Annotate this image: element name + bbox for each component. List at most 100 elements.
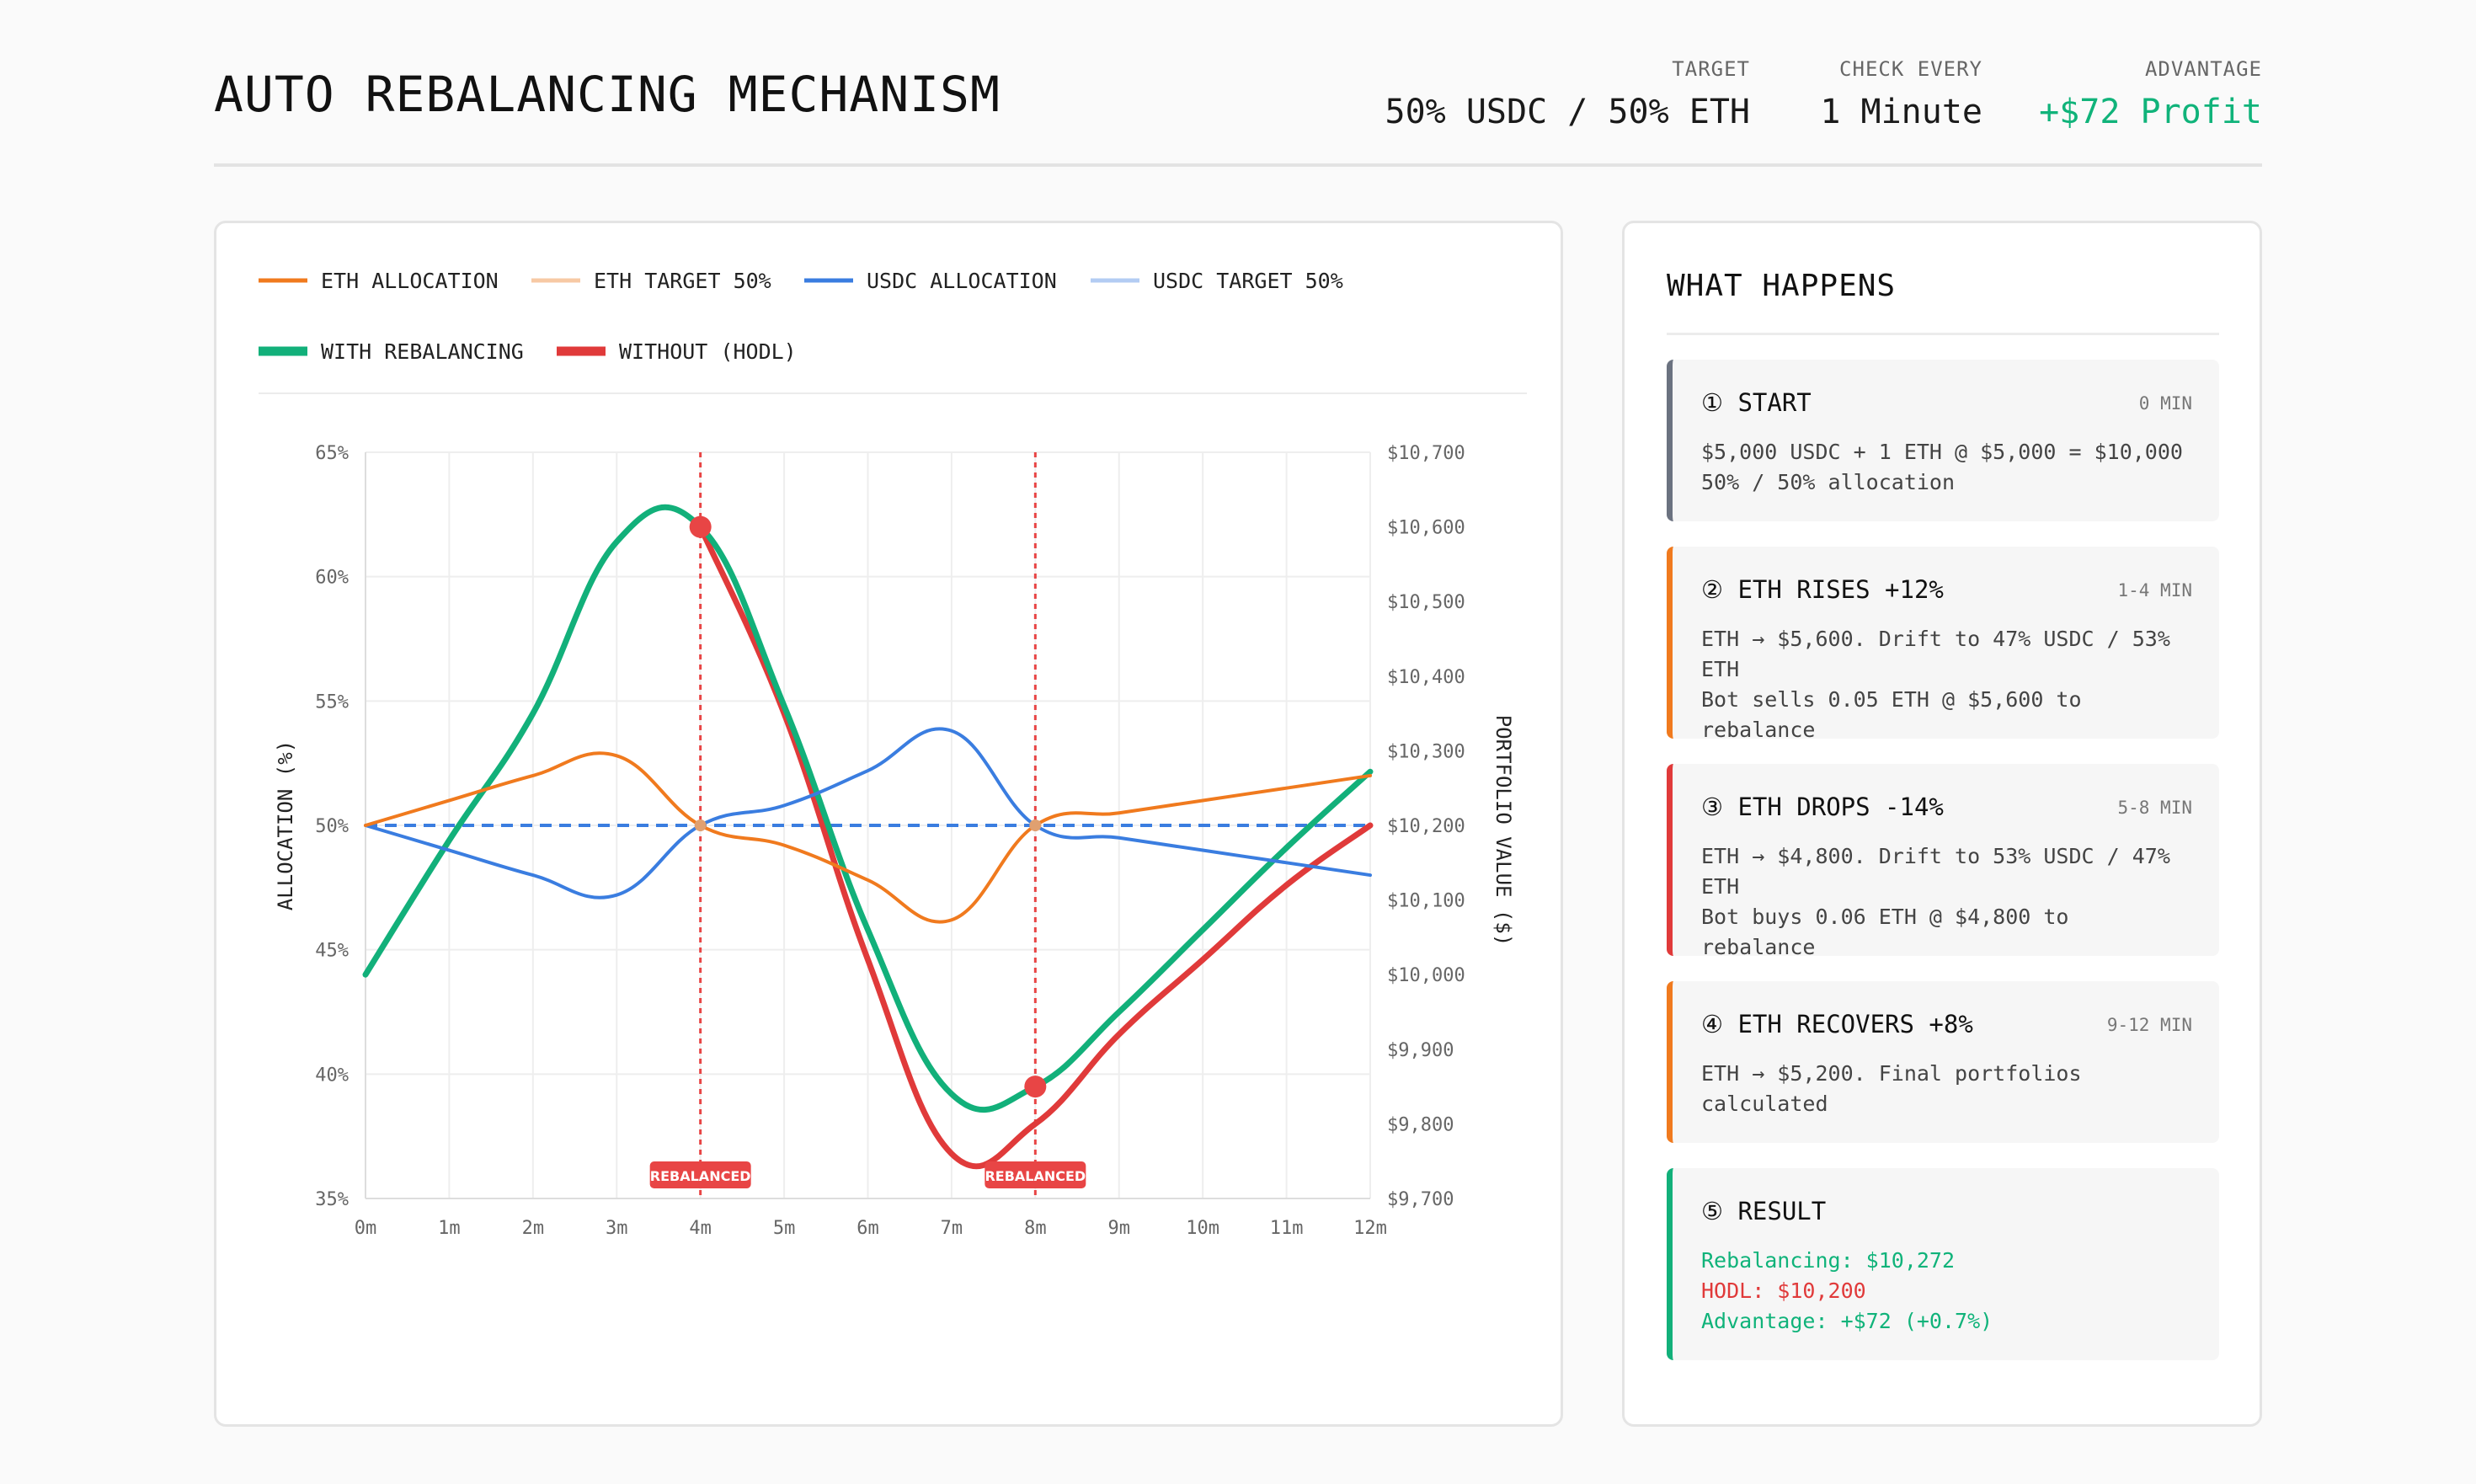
y-tick-right: $10,500 xyxy=(1387,592,1465,613)
y-tick-left: 60% xyxy=(315,568,349,589)
y-tick-left: 45% xyxy=(315,941,349,962)
stat-label: CHECK EVERY xyxy=(1839,57,1982,81)
stat-advantage: ADVANTAGE +$72 Profit xyxy=(2039,57,2262,131)
step-header: ④ ETH RECOVERS +8% 9-12 MIN xyxy=(1701,1010,2192,1040)
panel-divider xyxy=(1667,333,2219,335)
x-tick: 7m xyxy=(941,1218,963,1239)
allocation-chart: ETH ALLOCATION ETH TARGET 50% USDC ALLOCAT… xyxy=(259,269,1527,1239)
y-tick-right: $10,000 xyxy=(1387,965,1465,986)
step-line: calculated xyxy=(1701,1092,1828,1116)
y-tick-left: 40% xyxy=(315,1065,349,1086)
y-tick-right: $10,300 xyxy=(1387,741,1465,762)
step-body: Rebalancing: $10,272 HODL: $10,200 Advanta… xyxy=(1701,1246,2192,1337)
page-title: AUTO REBALANCING MECHANISM xyxy=(214,66,1001,123)
x-tick: 3m xyxy=(606,1218,628,1239)
step-line: Rebalancing: $10,272 xyxy=(1701,1248,1956,1273)
x-tick: 4m xyxy=(689,1218,712,1239)
step-header: ① START 0 MIN xyxy=(1701,388,2192,419)
x-tick: 12m xyxy=(1353,1218,1387,1239)
y-tick-right: $9,900 xyxy=(1387,1040,1454,1061)
stat-value: 1 Minute xyxy=(1820,93,1982,131)
rebalance-point xyxy=(1024,1076,1047,1098)
step-line: ETH xyxy=(1701,874,1740,899)
stat-check-every: CHECK EVERY 1 Minute xyxy=(1820,57,1982,131)
y-tick-right: $10,700 xyxy=(1387,443,1465,464)
y-tick-right: $10,600 xyxy=(1387,518,1465,539)
y-axis-label-right: PORTFOLIO VALUE ($) xyxy=(1491,715,1515,947)
legend-label: USDC ALLOCATION xyxy=(867,269,1057,293)
y-tick-left: 55% xyxy=(315,691,349,713)
step-card: ④ ETH RECOVERS +8% 9-12 MIN ETH → $5,200. … xyxy=(1667,981,2219,1143)
legend-label: WITHOUT (HODL) xyxy=(619,339,797,364)
step-card: ③ ETH DROPS -14% 5-8 MIN ETH → $4,800. Dri… xyxy=(1667,764,2219,959)
step-body: $5,000 USDC + 1 ETH @ $5,000 = $10,000 50… xyxy=(1701,437,2192,498)
step-title: ④ ETH RECOVERS +8% xyxy=(1701,1010,1973,1038)
target-point xyxy=(694,819,707,831)
step-line: ETH → $4,800. Drift to 53% USDC / 47% xyxy=(1701,844,2170,868)
step-line: ETH → $5,600. Drift to 47% USDC / 53% xyxy=(1701,627,2170,651)
step-card: ② ETH RISES +12% 1-4 MIN ETH → $5,600. Dri… xyxy=(1667,547,2219,742)
step-time: 0 MIN xyxy=(2138,393,2192,414)
x-tick: 9m xyxy=(1108,1218,1131,1239)
x-tick: 6m xyxy=(856,1218,879,1239)
x-tick: 10m xyxy=(1186,1218,1219,1239)
x-tick: 8m xyxy=(1024,1218,1047,1239)
step-title: ② ETH RISES +12% xyxy=(1701,575,1944,604)
step-time: 9-12 MIN xyxy=(2106,1015,2192,1035)
step-time: 1-4 MIN xyxy=(2117,580,2192,601)
legend-label: USDC TARGET 50% xyxy=(1153,269,1343,293)
stat-target: TARGET 50% USDC / 50% ETH xyxy=(1385,57,1750,131)
legend-label: ETH TARGET 50% xyxy=(594,269,771,293)
step-line: $5,000 USDC + 1 ETH @ $5,000 = $10,000 xyxy=(1701,440,2183,464)
y-tick-right: $9,800 xyxy=(1387,1114,1454,1135)
y-tick-left: 35% xyxy=(315,1189,349,1210)
y-tick-right: $9,700 xyxy=(1387,1189,1454,1210)
x-tick: 1m xyxy=(438,1218,461,1239)
step-header: ③ ETH DROPS -14% 5-8 MIN xyxy=(1701,793,2192,823)
y-tick-right: $10,100 xyxy=(1387,891,1465,912)
stat-label: TARGET xyxy=(1672,57,1750,81)
stat-value: 50% USDC / 50% ETH xyxy=(1385,93,1750,131)
step-card: ① START 0 MIN $5,000 USDC + 1 ETH @ $5,000… xyxy=(1667,360,2219,521)
stat-label: ADVANTAGE xyxy=(2144,57,2262,81)
x-tick: 11m xyxy=(1270,1218,1304,1239)
step-line: ETH → $5,200. Final portfolios xyxy=(1701,1061,2082,1086)
rebalance-badge xyxy=(649,1161,751,1188)
panel-title: WHAT HAPPENS xyxy=(1667,269,1897,303)
stat-value: +$72 Profit xyxy=(2039,93,2262,131)
series-line-with-rebalancing xyxy=(362,504,1374,1113)
step-line: HODL: $10,200 xyxy=(1701,1278,1866,1303)
y-tick-right: $10,400 xyxy=(1387,667,1465,688)
y-tick-left: 50% xyxy=(315,816,349,837)
rebalance-badge xyxy=(985,1161,1086,1188)
step-title: ⑤ RESULT xyxy=(1701,1197,1827,1225)
x-tick: 2m xyxy=(522,1218,545,1239)
y-tick-left: 65% xyxy=(315,443,349,464)
legend-label: WITH REBALANCING xyxy=(321,339,524,364)
step-card: ⑤ RESULT Rebalancing: $10,272 HODL: $10,20… xyxy=(1667,1168,2219,1360)
step-line: Bot sells 0.05 ETH @ $5,600 to rebalance xyxy=(1701,687,2082,742)
step-body: ETH → $5,200. Final portfolios calculated xyxy=(1701,1059,2192,1119)
rebalance-badge-label: REBALANCED xyxy=(985,1168,1086,1184)
step-line: 50% / 50% allocation xyxy=(1701,470,1956,494)
step-line: Advantage: +$72 (+0.7%) xyxy=(1701,1309,1993,1333)
target-point xyxy=(1029,819,1042,831)
step-body: ETH → $5,600. Drift to 47% USDC / 53% ETH… xyxy=(1701,624,2192,745)
step-header: ⑤ RESULT xyxy=(1701,1197,2192,1227)
legend-label: ETH ALLOCATION xyxy=(321,269,499,293)
step-line: ETH xyxy=(1701,657,1740,681)
step-time: 5-8 MIN xyxy=(2117,798,2192,818)
step-body: ETH → $4,800. Drift to 53% USDC / 47% ETH… xyxy=(1701,841,2192,963)
step-title: ① START xyxy=(1701,388,1812,417)
step-header: ② ETH RISES +12% 1-4 MIN xyxy=(1701,575,2192,606)
y-axis-label-left: ALLOCATION (%) xyxy=(274,740,297,910)
rebalance-point xyxy=(689,515,712,538)
chart-card: ETH ALLOCATION ETH TARGET 50% USDC ALLOCAT… xyxy=(214,221,1563,1427)
what-happens-panel: WHAT HAPPENS ① START 0 MIN $5,000 USDC + 1… xyxy=(1622,221,2262,1427)
x-tick: 0m xyxy=(355,1218,377,1239)
step-line: Bot buys 0.06 ETH @ $4,800 to rebalance xyxy=(1701,905,2069,959)
step-title: ③ ETH DROPS -14% xyxy=(1701,793,1944,821)
y-tick-right: $10,200 xyxy=(1387,816,1465,837)
page-header: AUTO REBALANCING MECHANISM TARGET 50% US… xyxy=(214,51,2262,167)
rebalance-badge-label: REBALANCED xyxy=(650,1168,751,1184)
